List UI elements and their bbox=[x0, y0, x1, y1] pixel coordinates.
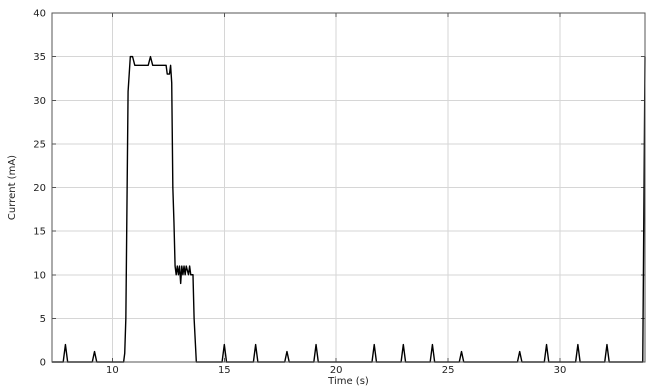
y-tick-label: 0 bbox=[40, 358, 46, 369]
x-tick-label: 25 bbox=[442, 365, 455, 376]
y-tick-label: 5 bbox=[40, 314, 46, 325]
x-tick-label: 20 bbox=[330, 365, 343, 376]
plot-frame bbox=[51, 12, 646, 363]
x-axis-title: Time (s) bbox=[327, 376, 369, 387]
x-tick-label: 10 bbox=[106, 365, 119, 376]
y-tick-label: 15 bbox=[33, 227, 46, 238]
current-series-line bbox=[52, 55, 646, 363]
tick-labels: 10 15 20 25 30 0 5 10 15 20 25 30 35 40 bbox=[33, 9, 566, 377]
y-tick-label: 35 bbox=[33, 52, 46, 63]
y-tick-label: 10 bbox=[33, 270, 46, 281]
y-tick-label: 20 bbox=[33, 183, 46, 194]
y-axis-title: Current (mA) bbox=[7, 155, 18, 220]
y-tick-label: 40 bbox=[33, 9, 46, 20]
x-tick-label: 15 bbox=[218, 365, 231, 376]
x-tick-label: 30 bbox=[554, 365, 567, 376]
y-tick-label: 25 bbox=[33, 139, 46, 150]
y-tick-label: 30 bbox=[33, 96, 46, 107]
